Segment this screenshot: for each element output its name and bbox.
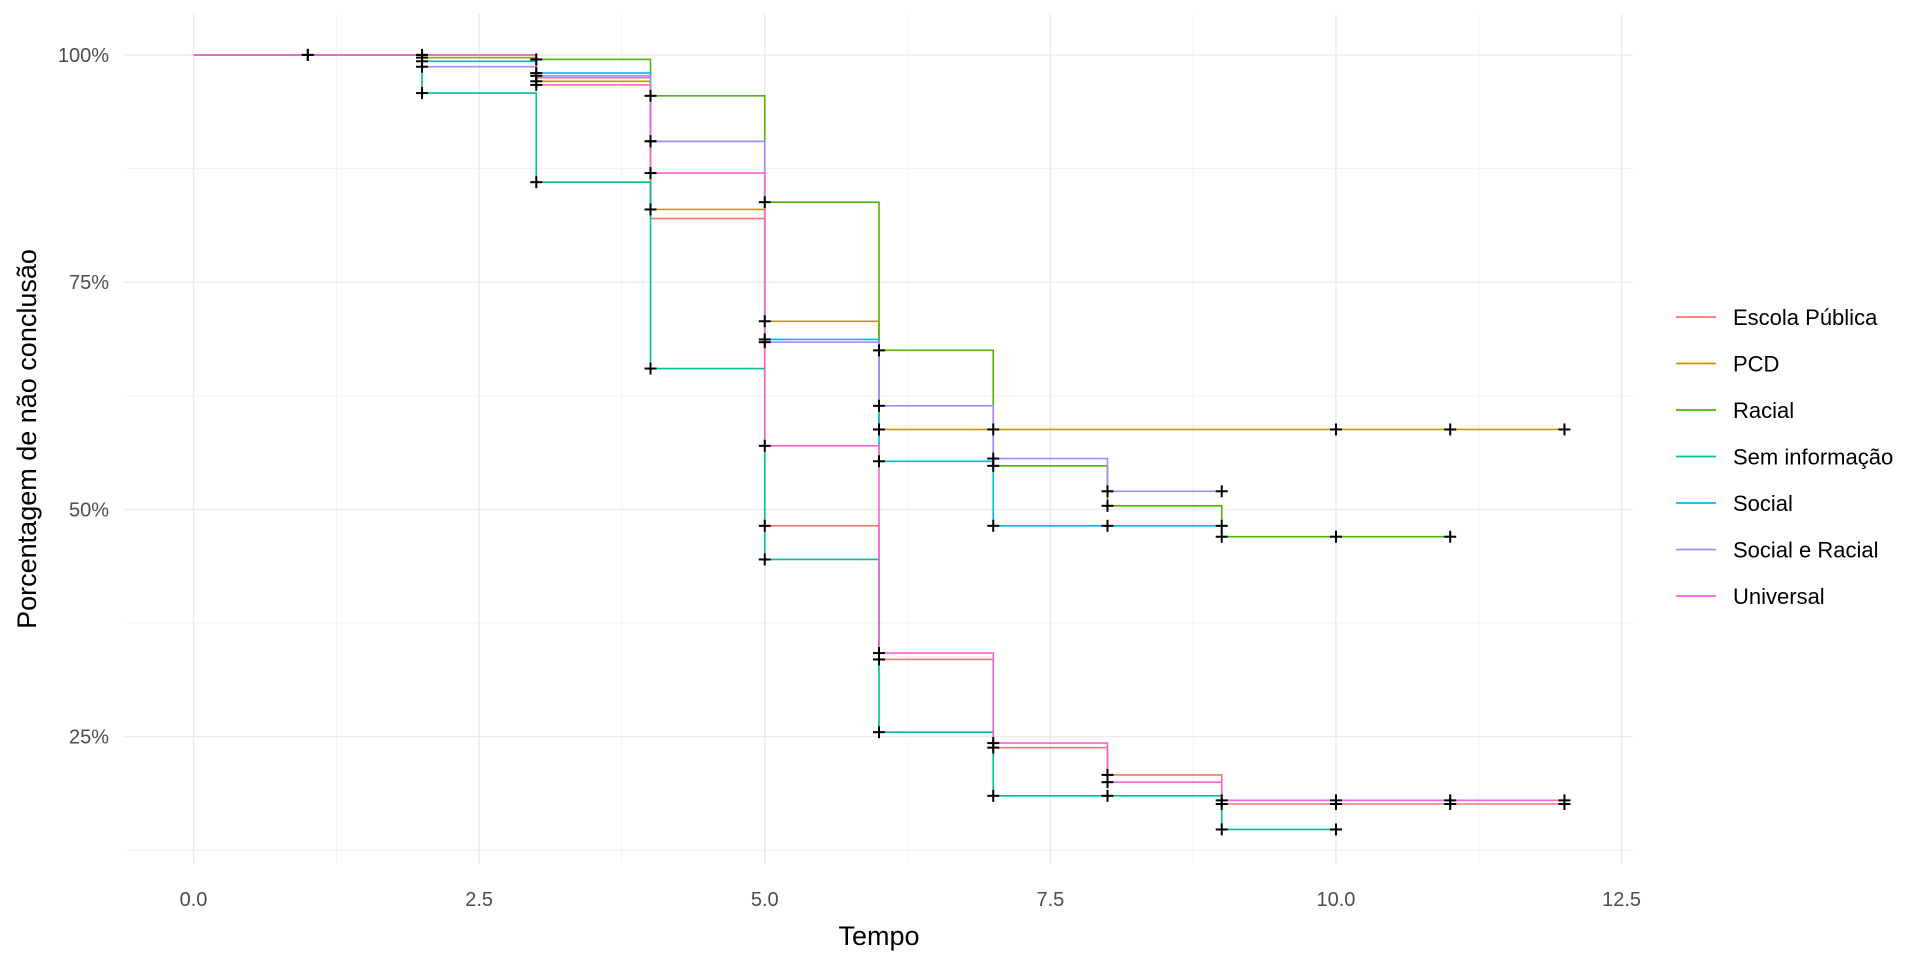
censor-mark (416, 87, 429, 100)
censor-mark (1215, 823, 1228, 836)
censor-mark (873, 399, 885, 412)
censor-mark (987, 423, 1000, 436)
censor-mark (644, 167, 657, 180)
censor-mark (1329, 823, 1342, 836)
series-line-6 (193, 54, 1565, 802)
legend-label: PCD (1733, 352, 1779, 377)
series-line-2 (193, 54, 1451, 538)
legend-label: Racial (1733, 398, 1794, 423)
censor-mark (644, 89, 657, 102)
legend-item: Social e Racial (1676, 538, 1879, 563)
censor-mark (416, 60, 429, 73)
censor-mark (1558, 423, 1571, 436)
censor-mark (758, 196, 771, 209)
censor-mark (530, 176, 543, 189)
censor-mark (1444, 530, 1457, 543)
legend-item: Escola Pública (1676, 305, 1878, 330)
censor-mark (1329, 530, 1342, 543)
x-axis-title: Tempo (838, 921, 919, 951)
censor-mark (987, 737, 1000, 750)
legend-item: Racial (1676, 398, 1794, 423)
censor-mark (873, 726, 885, 739)
censor-mark (1215, 794, 1228, 807)
legend-label: Social e Racial (1733, 538, 1879, 563)
censor-mark (1329, 794, 1342, 807)
censor-marks (301, 48, 1571, 836)
censor-mark (1329, 423, 1342, 436)
censor-mark (873, 423, 885, 436)
censor-mark (301, 48, 314, 61)
censor-mark (758, 336, 771, 349)
series-line-4 (193, 54, 1222, 527)
censor-mark (644, 203, 657, 216)
series-lines (193, 54, 1565, 831)
censor-mark (1101, 776, 1114, 789)
censor-mark (758, 553, 771, 566)
x-tick-label: 2.5 (465, 889, 493, 911)
censor-mark (530, 78, 543, 91)
censor-mark (1444, 794, 1457, 807)
censor-mark (873, 455, 885, 468)
censor-mark (987, 789, 1000, 802)
x-tick-label: 5.0 (751, 889, 779, 911)
censor-mark (1101, 789, 1114, 802)
x-tick-labels: 0.0 2.5 5.0 7.5 10.0 12.5 (180, 889, 1641, 911)
legend-item: Social (1676, 491, 1793, 516)
censor-mark (416, 48, 429, 61)
legend-item: Universal (1676, 584, 1825, 609)
y-tick-labels: 25% 50% 75% 100% (58, 45, 109, 749)
x-tick-label: 12.5 (1602, 889, 1641, 911)
censor-mark (644, 362, 657, 375)
censor-mark (1215, 485, 1228, 498)
censor-mark (758, 439, 771, 452)
censor-mark (1101, 499, 1114, 512)
censor-mark (873, 344, 885, 357)
legend-label: Universal (1733, 584, 1825, 609)
x-tick-label: 7.5 (1036, 889, 1064, 911)
y-tick-label: 25% (69, 727, 109, 749)
y-tick-label: 50% (69, 499, 109, 521)
legend-label: Escola Pública (1733, 305, 1878, 330)
censor-mark (758, 519, 771, 532)
censor-mark (1558, 794, 1571, 807)
censor-mark (758, 315, 771, 328)
y-tick-label: 75% (69, 272, 109, 294)
x-tick-label: 10.0 (1317, 889, 1356, 911)
legend-label: Social (1733, 491, 1793, 516)
censor-mark (1215, 519, 1228, 532)
legend: Escola Pública PCD Racial Sem informação Soc… (1676, 305, 1893, 609)
censor-mark (1101, 485, 1114, 498)
legend-label: Sem informação (1733, 445, 1893, 470)
censor-mark (1444, 423, 1457, 436)
censor-mark (1101, 519, 1114, 532)
x-tick-label: 0.0 (180, 889, 208, 911)
censor-mark (644, 135, 657, 148)
censor-mark (987, 452, 1000, 465)
censor-mark (1215, 530, 1228, 543)
legend-item: Sem informação (1676, 445, 1893, 470)
y-tick-label: 100% (58, 45, 109, 67)
censor-mark (987, 519, 1000, 532)
legend-item: PCD (1676, 352, 1779, 377)
series-line-5 (193, 54, 1222, 493)
censor-mark (873, 647, 885, 660)
censor-mark (530, 53, 543, 66)
y-axis-title: Porcentagem de não conclusão (12, 249, 42, 629)
